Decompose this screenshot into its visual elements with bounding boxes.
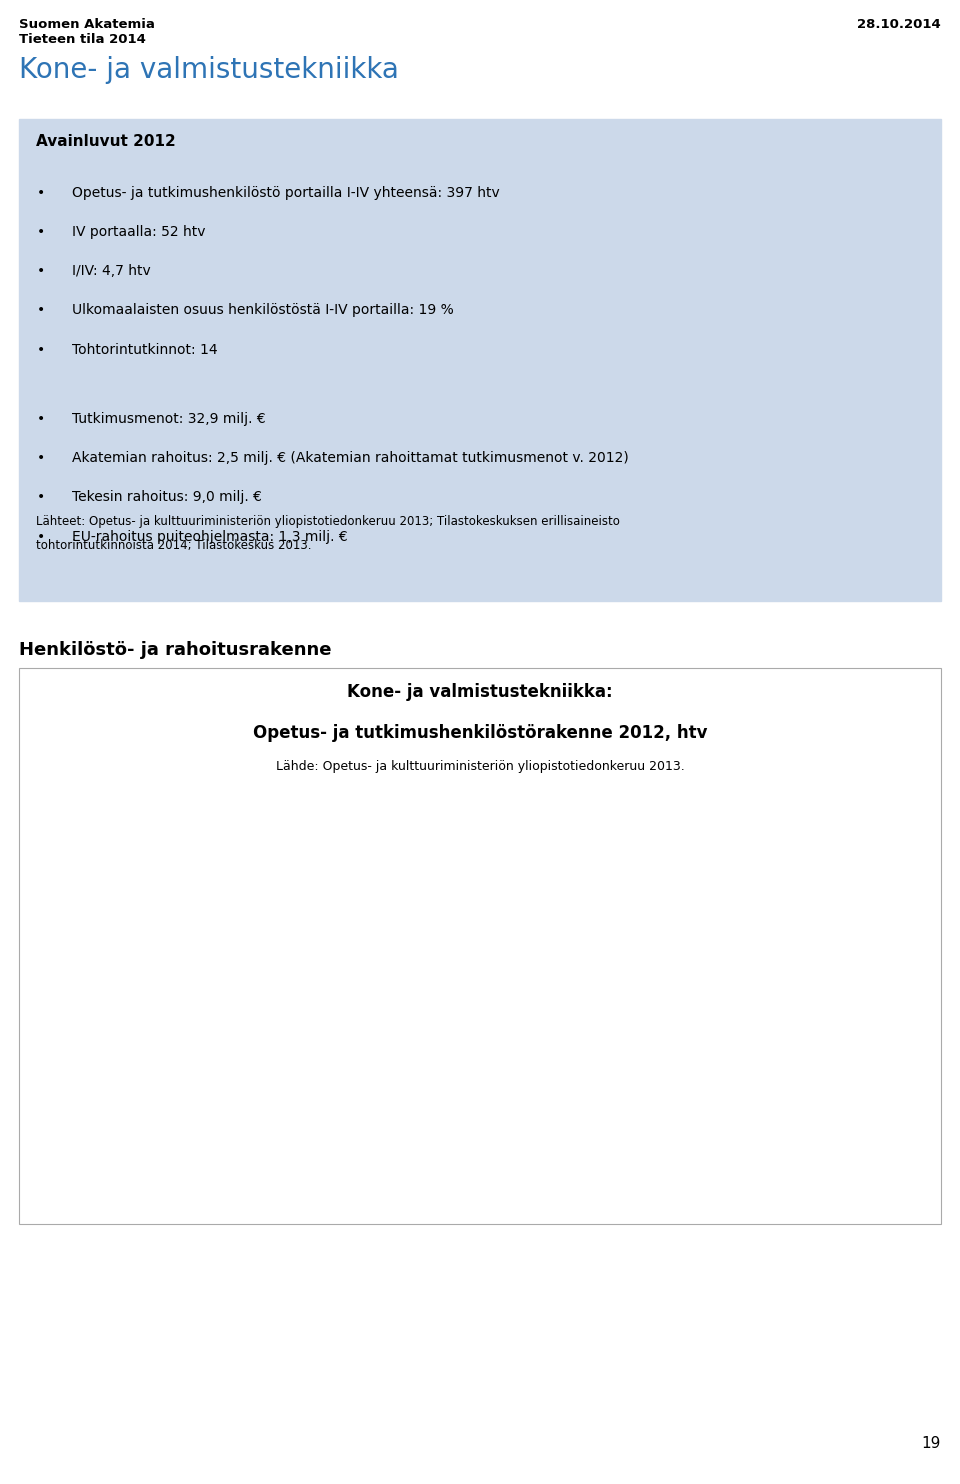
Text: Suomen Akatemia: Suomen Akatemia: [19, 18, 156, 31]
Text: tohtorintutkinnoista 2014; Tilastokeskus 2013.: tohtorintutkinnoista 2014; Tilastokeskus…: [36, 539, 312, 552]
Text: •: •: [36, 451, 45, 464]
Bar: [527, 1068, 554, 1120]
Bar: [767, 1116, 794, 1120]
Bar: [338, 1101, 366, 1120]
Bar: [366, 1022, 393, 1120]
Bar: [633, 1094, 660, 1120]
Text: Kone- ja valmistustekniikka: Kone- ja valmistustekniikka: [19, 56, 399, 85]
Text: •: •: [36, 224, 45, 239]
Bar: [822, 1114, 850, 1120]
Text: IV portaalla: 52 htv: IV portaalla: 52 htv: [72, 224, 205, 239]
Text: Tieteen tila 2014: Tieteen tila 2014: [19, 33, 146, 46]
Bar: [444, 1098, 471, 1120]
Text: Ulkomaalaisten osuus henkilöstöstä I-IV portailla: 19 %: Ulkomaalaisten osuus henkilöstöstä I-IV …: [72, 304, 454, 318]
Bar: [660, 1040, 688, 1120]
Legend: IV porras, III porras, II porras, I porras: IV porras, III porras, II porras, I porr…: [289, 1163, 709, 1189]
Text: •: •: [36, 530, 45, 543]
Text: •: •: [36, 264, 45, 278]
Text: Tohtorintutkinnot: 14: Tohtorintutkinnot: 14: [72, 343, 218, 356]
Text: •: •: [36, 304, 45, 318]
Text: •: •: [36, 491, 45, 505]
Text: Opetus- ja tutkimushenkilöstörakenne 2012, htv: Opetus- ja tutkimushenkilöstörakenne 201…: [252, 724, 708, 742]
Text: I/IV: 4,7 htv: I/IV: 4,7 htv: [72, 264, 151, 278]
Text: Opetus- ja tutkimushenkilöstö portailla I-IV yhteensä: 397 htv: Opetus- ja tutkimushenkilöstö portailla …: [72, 186, 500, 199]
Bar: [688, 855, 715, 1120]
Bar: [283, 1097, 310, 1120]
Text: •: •: [36, 343, 45, 356]
Text: 19: 19: [922, 1437, 941, 1451]
Bar: [850, 1086, 876, 1120]
Text: Henkilöstö- ja rahoitusrakenne: Henkilöstö- ja rahoitusrakenne: [19, 641, 332, 659]
Bar: [606, 1067, 633, 1120]
Text: •: •: [36, 413, 45, 426]
Bar: [204, 792, 231, 1120]
Text: EU-rahoitus puiteohjelmasta: 1,3 milj. €: EU-rahoitus puiteohjelmasta: 1,3 milj. €: [72, 530, 348, 543]
Text: Lähteet: Opetus- ja kulttuuriministeriön yliopistotiedonkeruu 2013; Tilastokesku: Lähteet: Opetus- ja kulttuuriministeriön…: [36, 515, 620, 528]
Bar: [149, 1061, 177, 1120]
Bar: [177, 1033, 204, 1120]
Text: Akatemian rahoitus: 2,5 milj. € (Akatemian rahoittamat tutkimusmenot v. 2012): Akatemian rahoitus: 2,5 milj. € (Akatemi…: [72, 451, 629, 464]
Bar: [794, 1116, 822, 1120]
Bar: [310, 1097, 338, 1120]
Text: Tutkimusmenot: 32,9 milj. €: Tutkimusmenot: 32,9 milj. €: [72, 413, 266, 426]
Bar: [471, 1104, 499, 1120]
Text: Lähde: Opetus- ja kulttuuriministeriön yliopistotiedonkeruu 2013.: Lähde: Opetus- ja kulttuuriministeriön y…: [276, 760, 684, 773]
Text: 28.10.2014: 28.10.2014: [857, 18, 941, 31]
Text: Avainluvut 2012: Avainluvut 2012: [36, 134, 177, 148]
Text: Tekesin rahoitus: 9,0 milj. €: Tekesin rahoitus: 9,0 milj. €: [72, 491, 262, 505]
Bar: [122, 1054, 149, 1120]
Text: •: •: [36, 186, 45, 199]
Text: Kone- ja valmistustekniikka:: Kone- ja valmistustekniikka:: [348, 683, 612, 700]
